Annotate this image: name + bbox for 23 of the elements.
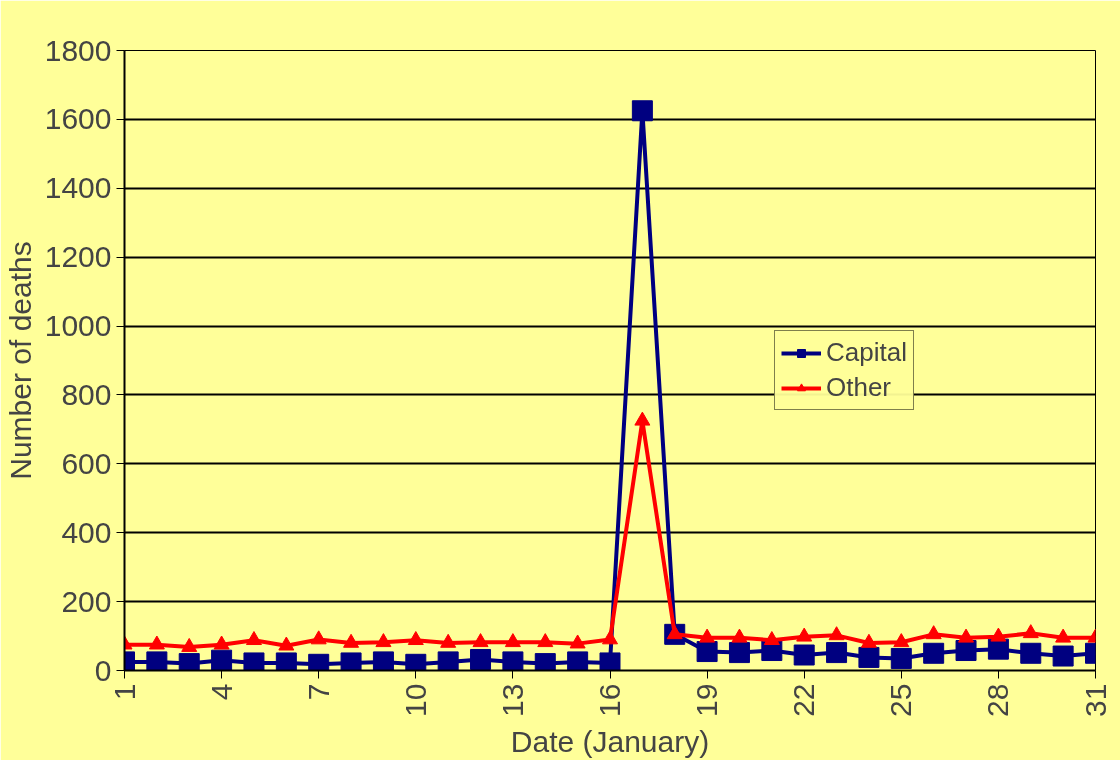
x-tick-label: 25 (884, 683, 918, 717)
x-tick-label: 31 (1078, 683, 1112, 717)
x-tick-label: 4 (204, 683, 238, 701)
x-axis-title: Date (January) (510, 724, 710, 758)
x-tick-label: 28 (981, 683, 1015, 717)
legend-label: Other (826, 372, 892, 403)
x-tick-label: 13 (495, 683, 529, 717)
y-tick-label: 1000 (44, 309, 112, 343)
y-tick-label: 1200 (44, 240, 112, 274)
y-tick-label: 1400 (44, 171, 112, 205)
y-axis-title: Number of deaths (3, 241, 37, 480)
y-tick-label: 400 (61, 515, 112, 549)
y-tick-label: 800 (61, 377, 112, 411)
x-tick-label: 10 (398, 683, 432, 717)
x-tick-label: 16 (593, 683, 626, 717)
y-tick-label: 1600 (44, 102, 112, 136)
legend-label: Capital (826, 337, 907, 368)
y-tick-label: 600 (61, 446, 112, 480)
y-tick-label: 1800 (44, 33, 112, 67)
x-tick-label: 22 (787, 683, 821, 717)
y-tick-label: 200 (61, 584, 112, 618)
x-tick-label: 19 (690, 683, 724, 717)
x-tick-label: 7 (301, 683, 335, 701)
